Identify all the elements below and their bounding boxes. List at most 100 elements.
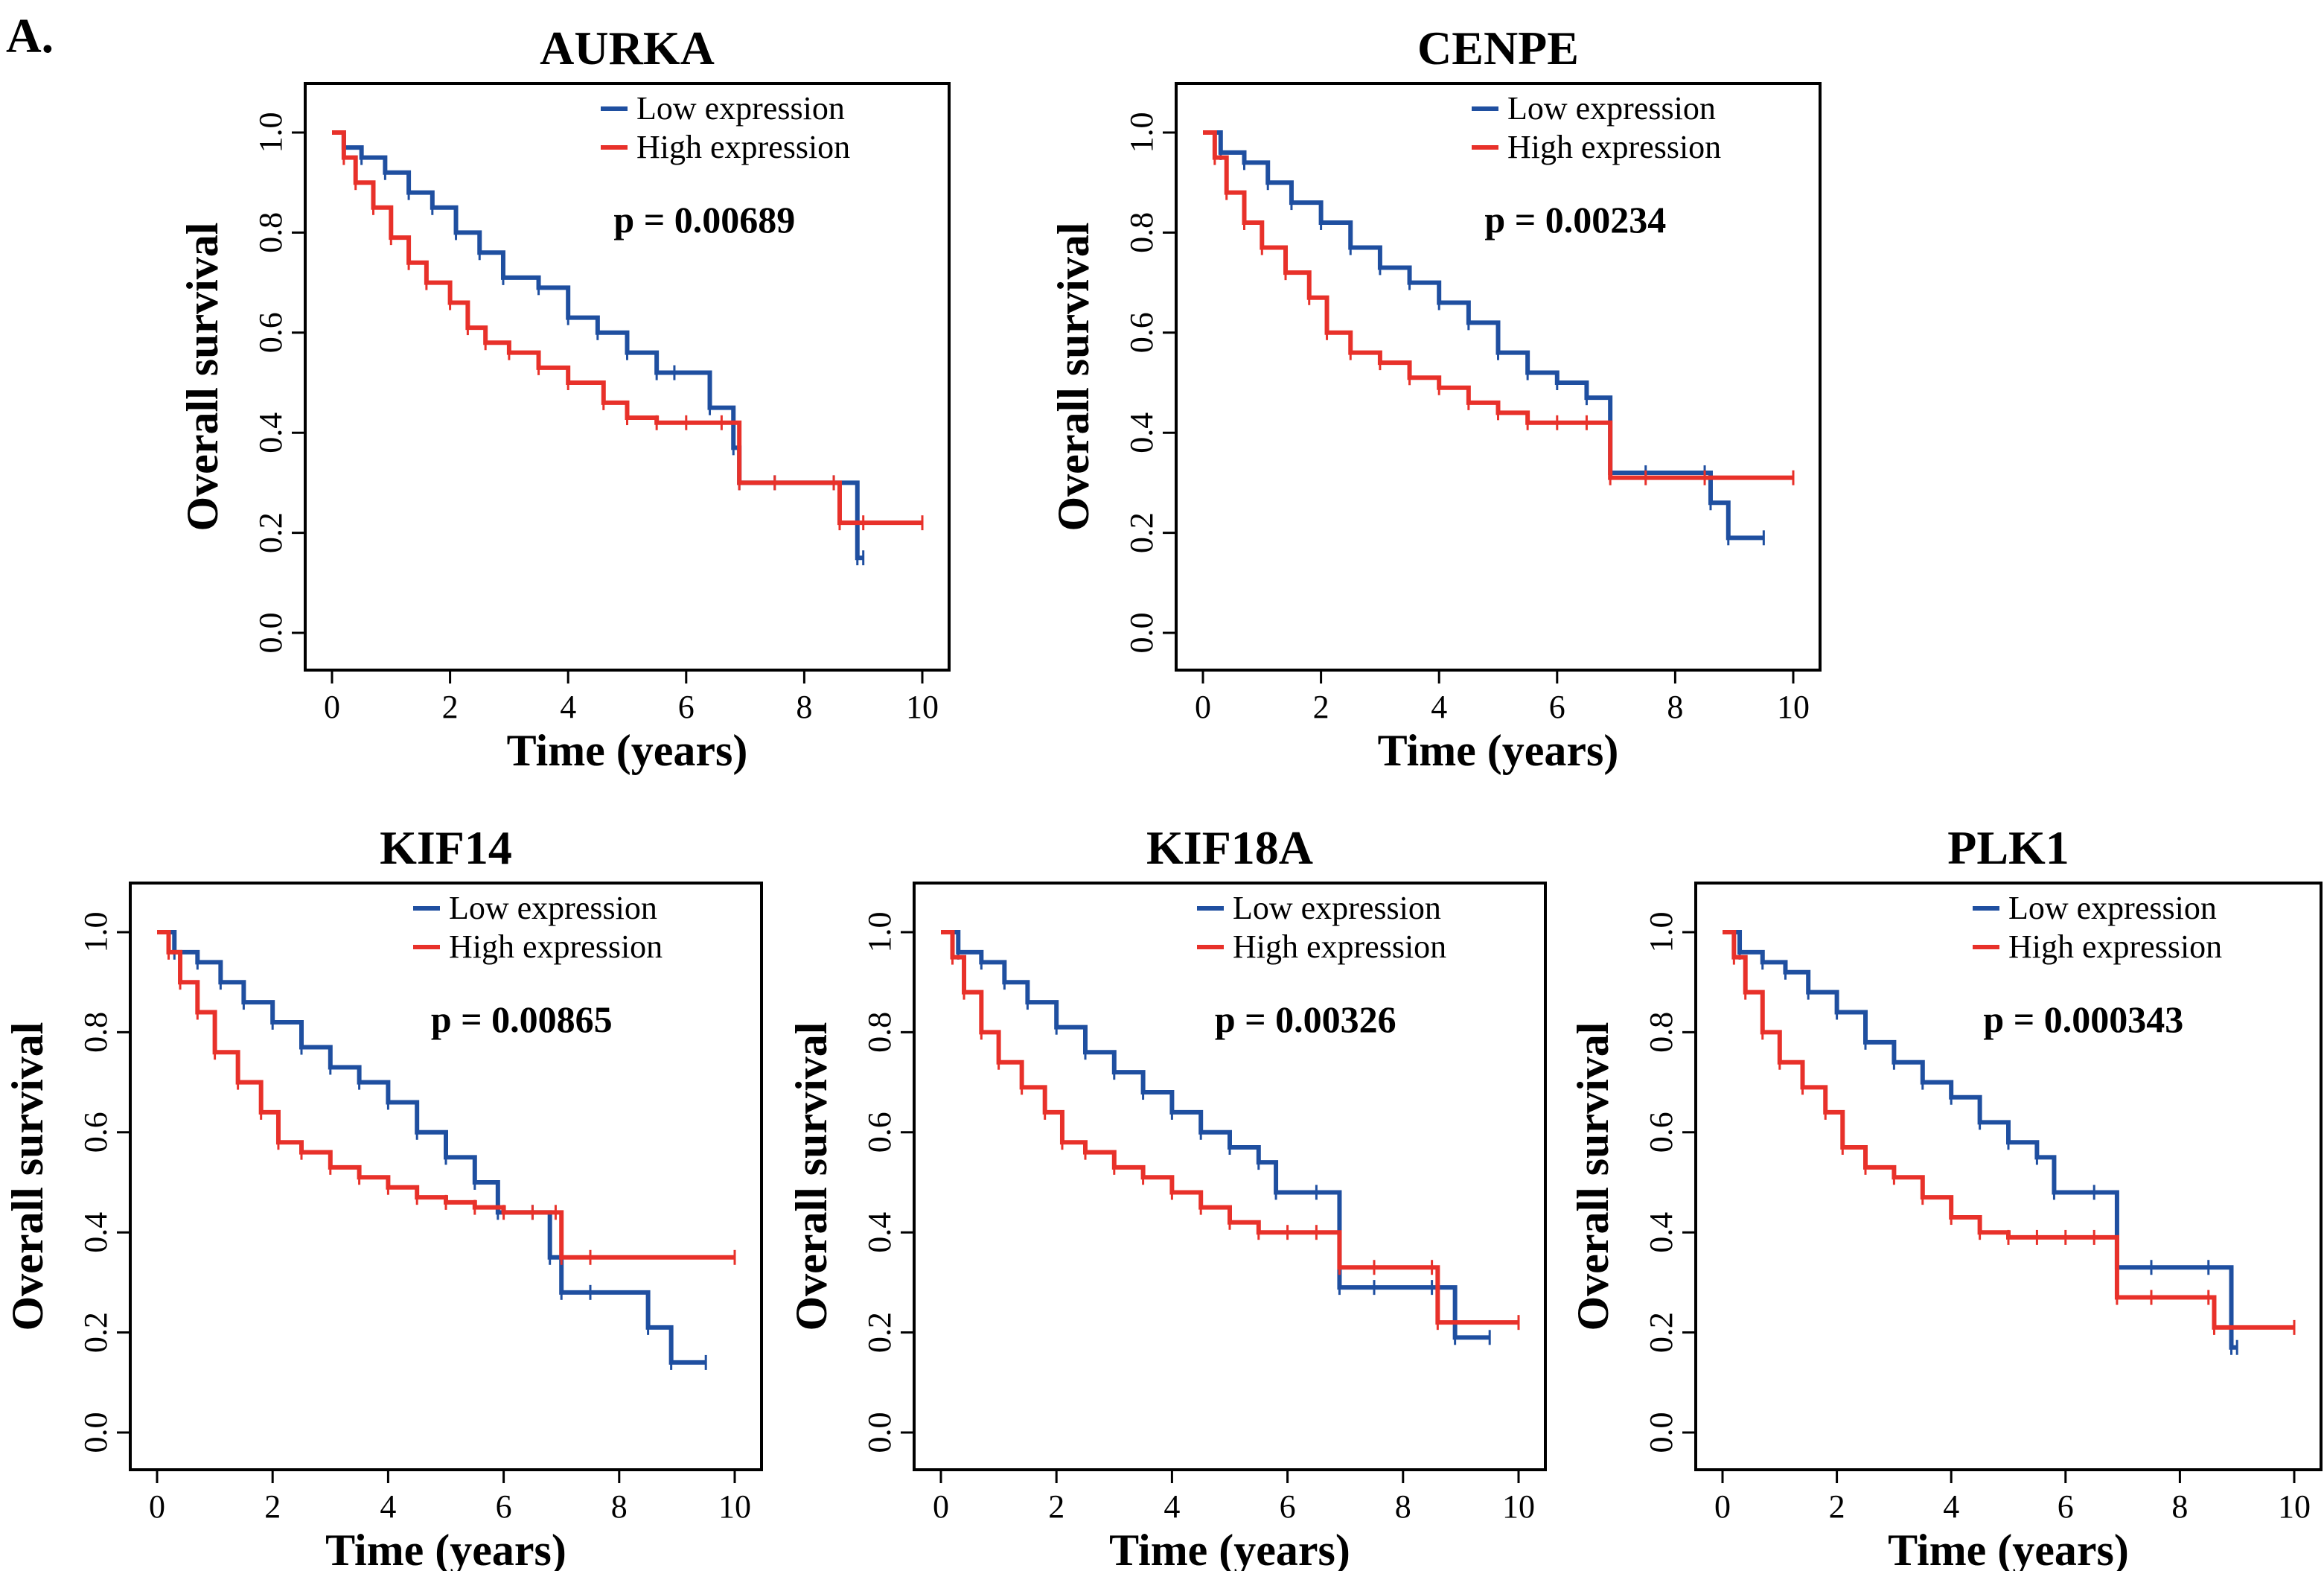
x-axis: 0 2 4 6 8 10 [1195, 670, 1810, 725]
x-tick-label: 10 [2278, 1488, 2311, 1525]
x-tick-label: 2 [264, 1488, 281, 1525]
y-tick-label: 0.6 [252, 312, 289, 353]
x-tick-label: 8 [1667, 689, 1683, 725]
km-plot-plk1: PLK1 0 2 4 6 8 10 Time (years) 0.0 0.2 0.4 0.6 0.8 1.… [1568, 821, 2323, 1571]
y-tick-label: 0.6 [77, 1112, 114, 1153]
y-tick-label: 0.0 [252, 613, 289, 654]
y-axis-title: Overall survival [787, 1022, 836, 1331]
x-tick-label: 4 [1163, 1488, 1180, 1525]
survival-curve [332, 130, 863, 561]
x-tick-label: 0 [1195, 689, 1211, 725]
x-tick-label: 6 [1549, 689, 1565, 725]
x-tick-label: 10 [1777, 689, 1810, 725]
y-tick-label: 1.0 [1643, 912, 1679, 953]
y-tick-label: 0.2 [861, 1312, 898, 1353]
legend-label: High expression [636, 129, 850, 165]
plot-frame [913, 882, 1547, 1471]
y-tick-label: 0.4 [252, 412, 289, 453]
x-axis-title: Time (years) [1888, 1526, 2129, 1571]
x-axis-title: Time (years) [507, 726, 748, 775]
x-tick-label: 8 [796, 689, 812, 725]
legend-label: Low expression [2008, 890, 2217, 926]
y-tick-label: 0.6 [1643, 1112, 1679, 1153]
panel-label: A. [6, 9, 54, 63]
y-tick-label: 1.0 [77, 912, 114, 953]
x-tick-label: 4 [1431, 689, 1447, 725]
x-tick-label: 6 [496, 1488, 512, 1525]
p-value: p = 0.00689 [613, 199, 795, 240]
survival-curve [1203, 130, 1764, 541]
plot-title: KIF18A [1146, 821, 1313, 874]
x-tick-label: 0 [149, 1488, 165, 1525]
series-high-expression [1723, 930, 2296, 1335]
y-axis-title: Overall survival [3, 1022, 52, 1331]
x-tick-label: 10 [1502, 1488, 1535, 1525]
x-tick-label: 4 [560, 689, 576, 725]
plot-frame [1694, 882, 2323, 1471]
survival-curve [1723, 930, 2238, 1350]
p-value: p = 0.00234 [1484, 199, 1666, 240]
y-tick-label: 0.8 [1643, 1012, 1679, 1053]
y-tick-label: 0.4 [77, 1212, 114, 1253]
x-tick-label: 2 [1829, 1488, 1845, 1525]
y-tick-label: 0.2 [1123, 512, 1160, 553]
legend-label: Low expression [1233, 890, 1441, 926]
series-low-expression [941, 930, 1491, 1345]
legend-label: Low expression [1507, 90, 1716, 127]
legend-label: Low expression [636, 90, 845, 127]
legend-label: Low expression [449, 890, 657, 926]
x-tick-label: 0 [1714, 1488, 1731, 1525]
legend-label: High expression [1507, 129, 1721, 165]
survival-curve [941, 930, 1519, 1325]
y-tick-label: 1.0 [861, 912, 898, 953]
y-tick-label: 0.8 [1123, 212, 1160, 253]
plot-frame [304, 82, 951, 672]
y-axis: 0.0 0.2 0.4 0.6 0.8 1.0 [77, 912, 130, 1453]
x-tick-label: 10 [906, 689, 939, 725]
plot-title: PLK1 [1947, 821, 2069, 874]
x-tick-label: 10 [718, 1488, 751, 1525]
x-tick-label: 8 [611, 1488, 628, 1525]
x-axis-title: Time (years) [1109, 1526, 1350, 1571]
x-tick-label: 2 [1313, 689, 1329, 725]
x-tick-label: 6 [1280, 1488, 1296, 1525]
km-plot-aurka: AURKA 0 2 4 6 8 10 Time (years) 0.0 0.2 0.4 0.6 0.8 1… [178, 22, 951, 775]
x-tick-label: 0 [324, 689, 340, 725]
series-high-expression [157, 930, 736, 1265]
y-tick-label: 0.2 [252, 512, 289, 553]
x-tick-label: 2 [1048, 1488, 1064, 1525]
y-axis-title: Overall survival [178, 223, 227, 532]
legend-label: High expression [449, 928, 663, 965]
survival-curve [941, 930, 1490, 1340]
y-tick-label: 1.0 [252, 112, 289, 153]
km-plot-kif14: KIF14 0 2 4 6 8 10 Time (years) 0.0 0.2 0.4 0.6 0.8 1… [3, 821, 763, 1571]
y-tick-label: 0.0 [1123, 613, 1160, 654]
series-low-expression [1723, 930, 2238, 1355]
y-tick-label: 1.0 [1123, 112, 1160, 153]
y-tick-label: 0.0 [861, 1412, 898, 1453]
y-axis: 0.0 0.2 0.4 0.6 0.8 1.0 [252, 112, 305, 654]
y-tick-label: 0.0 [77, 1412, 114, 1453]
y-tick-label: 0.4 [1123, 412, 1160, 453]
y-axis-title: Overall survival [1049, 223, 1098, 532]
y-axis: 0.0 0.2 0.4 0.6 0.8 1.0 [1643, 912, 1696, 1453]
legend-label: High expression [2008, 928, 2222, 965]
plot-frame [129, 882, 763, 1471]
y-tick-label: 0.8 [861, 1012, 898, 1053]
p-value: p = 0.00326 [1215, 998, 1396, 1040]
y-tick-label: 0.4 [861, 1212, 898, 1253]
plots-container: AURKA 0 2 4 6 8 10 Time (years) 0.0 0.2 0.4 0.6 0.8 1… [3, 22, 2323, 1571]
km-plot-kif18a: KIF18A 0 2 4 6 8 10 Time (years) 0.0 0.2 0.4 0.6 0.8… [787, 821, 1547, 1571]
y-tick-label: 0.8 [77, 1012, 114, 1053]
x-tick-label: 8 [2171, 1488, 2188, 1525]
y-tick-label: 0.4 [1643, 1212, 1679, 1253]
x-axis: 0 2 4 6 8 10 [324, 670, 939, 725]
series-high-expression [1203, 130, 1795, 485]
x-axis-title: Time (years) [1378, 726, 1619, 775]
km-plot-cenpe: CENPE 0 2 4 6 8 10 Time (years) 0.0 0.2 0.4 0.6 0.8 1… [1049, 22, 1822, 775]
y-tick-label: 0.0 [1643, 1412, 1679, 1453]
